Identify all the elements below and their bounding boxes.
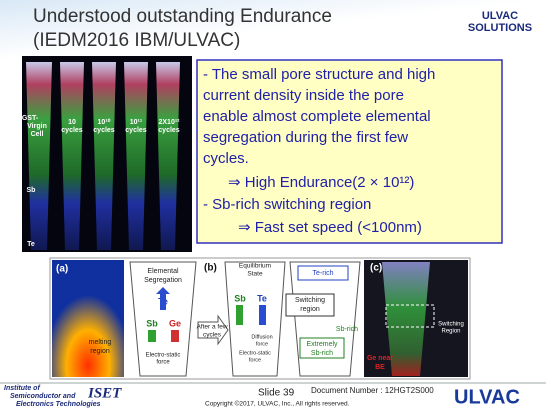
arrow <box>236 305 243 325</box>
annotation: cycles <box>203 332 222 339</box>
column-label: 10 <box>68 119 76 126</box>
annotation: Electro-static <box>239 350 271 356</box>
callout-line: enable almost complete elemental <box>203 108 431 125</box>
element: Sb <box>146 318 158 328</box>
brand: ULVAC <box>454 386 520 408</box>
institute: Semiconductor and <box>10 393 76 400</box>
title: Understood outstanding Endurance <box>33 6 332 27</box>
callout-line: ⇒ Fast set speed (<100nm) <box>238 219 422 236</box>
slide-number: Slide 39 <box>258 388 295 399</box>
institute: Institute of <box>4 385 40 392</box>
column-label: cycles <box>158 127 180 134</box>
callout-line: - Sb-rich switching region <box>203 196 371 213</box>
element: Sb <box>234 293 246 303</box>
callout-line: segregation during the first few <box>203 129 408 146</box>
callout-line: current density inside the pore <box>203 87 404 104</box>
annotation: Equilibrium <box>239 263 271 270</box>
callout-line: - The small pore structure and high <box>203 66 435 83</box>
annotation: Region <box>441 329 460 335</box>
column-label: cycles <box>125 127 147 134</box>
arrow <box>171 330 179 342</box>
pore-shape <box>129 261 197 377</box>
annotation: force <box>256 341 268 347</box>
column-label: Virgin <box>27 123 47 130</box>
annotation: Diffusion <box>251 334 272 340</box>
annotation: After a few <box>196 324 227 331</box>
panel-c-image <box>382 262 430 376</box>
panel-a-image <box>52 260 124 377</box>
annotation: region <box>300 306 320 313</box>
column-label: Cell <box>31 131 44 138</box>
annotation: Switching <box>438 322 464 328</box>
element: Te <box>257 293 267 303</box>
region-box <box>299 337 345 359</box>
annotation: Sb-rich <box>336 326 358 333</box>
logo: SOLUTIONS <box>468 22 532 34</box>
annotation: State <box>247 271 263 278</box>
column-label: 2X10¹² <box>158 119 180 126</box>
annotation: Ge near <box>367 355 393 362</box>
document-number: Document Number : 12HGT2S000 <box>311 386 434 395</box>
annotation: Switching <box>295 297 325 304</box>
arrow <box>148 330 156 342</box>
annotation: Sb-rich <box>311 350 333 357</box>
logo: ULVAC <box>482 10 518 22</box>
element: Ge <box>169 318 181 328</box>
annotation: Extremely <box>306 341 338 348</box>
annotation: Electro-static <box>146 353 181 359</box>
annotation: Segregation <box>144 277 182 284</box>
title: (IEDM2016 IBM/ULVAC) <box>33 30 240 51</box>
annotation: force <box>156 360 170 366</box>
region-box <box>285 293 335 317</box>
column-label: cycles <box>61 127 83 134</box>
region-box <box>297 265 349 281</box>
column-label: cycles <box>93 127 115 134</box>
callout-box <box>196 59 503 244</box>
institute: Electronics Technologies <box>16 401 101 408</box>
annotation: Te-rich <box>312 270 333 277</box>
column-label: GST- <box>22 115 39 122</box>
pore-shape <box>224 261 286 377</box>
arrow <box>156 287 170 310</box>
annotation: melting <box>89 339 112 346</box>
callout-line: cycles. <box>203 150 249 167</box>
arrow <box>259 305 266 325</box>
annotation: region <box>90 348 110 355</box>
panel-label: (b) <box>204 263 217 274</box>
element-label: Sb <box>27 187 36 194</box>
annotation: force <box>249 357 261 363</box>
column-label: 10¹⁰ <box>98 118 111 126</box>
institute: ISET <box>87 385 122 401</box>
annotation: Elemental <box>147 268 179 275</box>
column-label: 10¹¹ <box>130 119 143 126</box>
header-bg <box>0 0 546 60</box>
tem-columns <box>26 62 180 250</box>
annotation: BE <box>375 364 385 371</box>
element-label: Te <box>27 241 35 248</box>
arrow <box>197 314 229 346</box>
panel-label: (a) <box>56 264 68 275</box>
callout-line: ⇒ High Endurance(2 × 10¹²) <box>228 174 414 191</box>
copyright: Copyright ©2017, ULVAC, Inc., All rights… <box>205 400 350 408</box>
panel-label: (c) <box>370 263 382 274</box>
